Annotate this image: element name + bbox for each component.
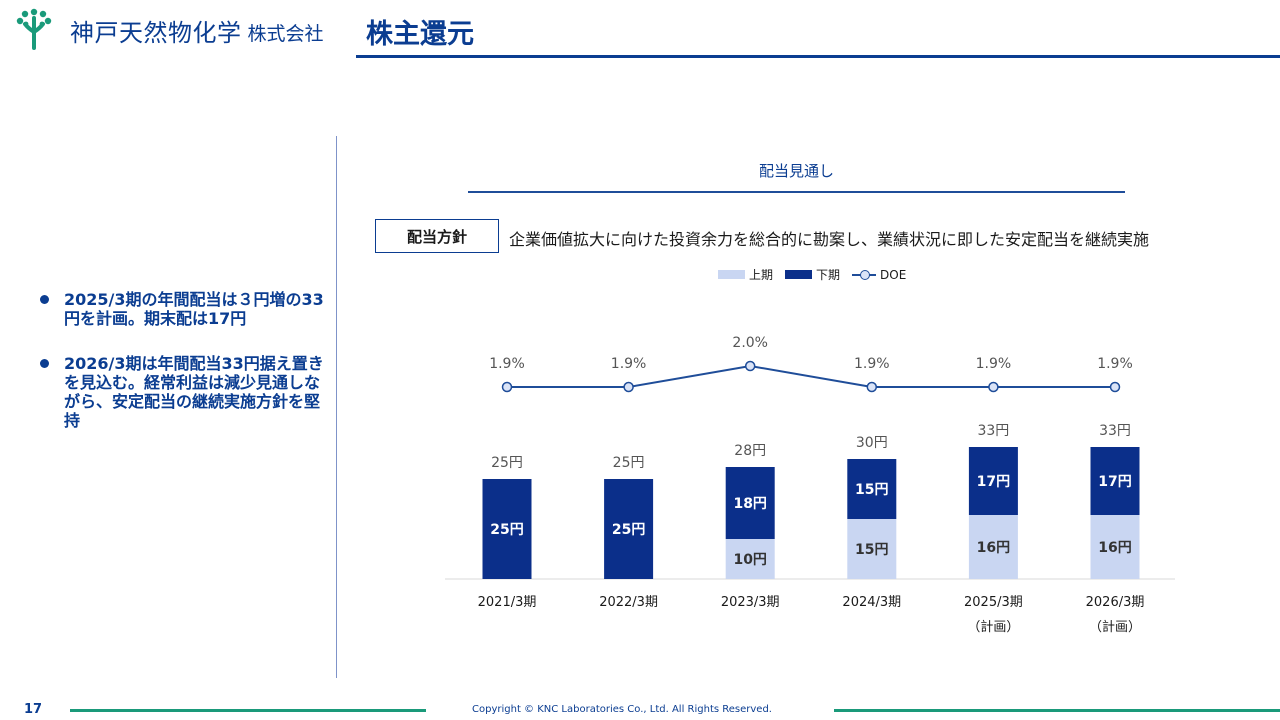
- column-divider: [336, 136, 337, 678]
- doe-point: [988, 381, 999, 393]
- doe-label: 1.9%: [854, 356, 890, 372]
- bar-label-second-half: 25円: [490, 522, 523, 538]
- chart-heading-rule: [468, 191, 1125, 193]
- bar-first-half: [968, 515, 1018, 579]
- policy-label: 配当方針: [375, 219, 499, 253]
- bar-second-half: [604, 479, 654, 579]
- bullet-text: 2026/3期は年間配当33円据え置きを見込む。経常利益は減少見通しながら、安定…: [64, 354, 324, 430]
- legend-item-second-half: 下期: [785, 266, 840, 283]
- doe-point: [744, 360, 756, 372]
- doe-line: [507, 364, 1115, 388]
- x-tick-label: 2026/3期: [1086, 595, 1145, 610]
- legend-item-first-half: 上期: [718, 266, 773, 283]
- bar-first-half: [847, 519, 897, 579]
- doe-label: 2.0%: [732, 335, 768, 351]
- legend-label-doe: DOE: [880, 267, 907, 282]
- bullet-dot-icon: [40, 295, 49, 304]
- bullet-dot-icon: [40, 359, 49, 368]
- legend-swatch-second-half: [785, 270, 813, 279]
- doe-point: [623, 381, 634, 393]
- bar-label-second-half: 25円: [612, 522, 645, 538]
- chart-legend: 上期 下期 DOE: [718, 266, 918, 283]
- bar-total-label: 25円: [491, 455, 523, 471]
- doe-label: 1.9%: [489, 356, 525, 372]
- legend-swatch-doe: [852, 270, 877, 280]
- bar-label-second-half: 17円: [1098, 474, 1131, 490]
- copyright-text: Copyright © KNC Laboratories Co., Ltd. A…: [472, 704, 772, 715]
- dividend-chart: 25円 25円 2021/3期 25円 25円 2022/3期 10円 18円 28円 2023/…: [445, 335, 1175, 635]
- x-tick-label: 2025/3期: [964, 595, 1023, 610]
- logo-mark-icon: [16, 8, 52, 50]
- chart-heading: 配当見通し: [758, 162, 834, 180]
- legend-swatch-first-half: [718, 270, 745, 279]
- x-tick-label: 2023/3期: [721, 595, 780, 610]
- bar-total-label: 33円: [977, 423, 1009, 439]
- bar-second-half: [482, 479, 532, 579]
- doe-point: [501, 381, 513, 393]
- bar-label-first-half: 16円: [1098, 540, 1131, 556]
- policy-text: 企業価値拡大に向けた投資余力を総合的に勘案し、業績状況に即した安定配当を継続実施: [509, 230, 1150, 249]
- doe-point: [866, 381, 878, 393]
- x-tick-label: 2022/3期: [599, 595, 658, 610]
- legend-label-second-half: 下期: [816, 268, 841, 282]
- legend-label-first-half: 上期: [749, 268, 774, 282]
- bar-label-first-half: 16円: [977, 540, 1010, 556]
- bar-label-first-half: 10円: [733, 552, 766, 568]
- bar-label-first-half: 15円: [855, 542, 888, 558]
- doe-label: 1.9%: [976, 356, 1012, 372]
- bullet-text: 2025/3期の年間配当は３円増の33円を計画。期末配は17円: [64, 290, 324, 328]
- page-title: 株主還元: [366, 19, 474, 50]
- bullet-item: 2026/3期は年間配当33円据え置きを見込む。経常利益は減少見通しながら、安定…: [38, 354, 328, 430]
- company-suffix: 株式会社: [247, 22, 324, 45]
- company-name: 神戸天然物化学: [70, 18, 242, 47]
- x-tick-sublabel: （計画）: [967, 619, 1019, 635]
- bar-label-second-half: 17円: [977, 474, 1010, 490]
- bullet-item: 2025/3期の年間配当は３円増の33円を計画。期末配は17円: [38, 290, 328, 328]
- bar-label-second-half: 15円: [855, 482, 888, 498]
- bar-second-half: [847, 459, 897, 519]
- page-number: 17: [24, 702, 43, 717]
- bar-second-half: [1090, 447, 1140, 515]
- bar-total-label: 28円: [734, 443, 766, 459]
- bar-second-half: [968, 447, 1018, 515]
- bar-total-label: 25円: [613, 455, 645, 471]
- footer-rule-right: [834, 709, 1280, 712]
- bar-first-half: [725, 539, 775, 579]
- doe-point: [1109, 381, 1121, 393]
- summary-bullets: 2025/3期の年間配当は３円増の33円を計画。期末配は17円 2026/3期は…: [38, 290, 328, 456]
- x-tick-label: 2021/3期: [478, 595, 537, 610]
- footer-rule-left: [70, 709, 426, 712]
- bar-label-second-half: 18円: [733, 496, 766, 512]
- x-tick-sublabel: （計画）: [1089, 619, 1141, 635]
- doe-label: 1.9%: [611, 356, 647, 372]
- doe-label: 1.9%: [1097, 356, 1133, 372]
- title-rule: [356, 55, 1280, 58]
- bar-second-half: [725, 467, 775, 539]
- legend-item-doe: DOE: [852, 268, 906, 282]
- bar-total-label: 30円: [856, 435, 888, 451]
- bar-first-half: [1090, 515, 1140, 579]
- bar-total-label: 33円: [1099, 423, 1131, 439]
- company-logo: 神戸天然物化学 株式会社: [12, 8, 332, 52]
- x-tick-label: 2024/3期: [842, 595, 901, 610]
